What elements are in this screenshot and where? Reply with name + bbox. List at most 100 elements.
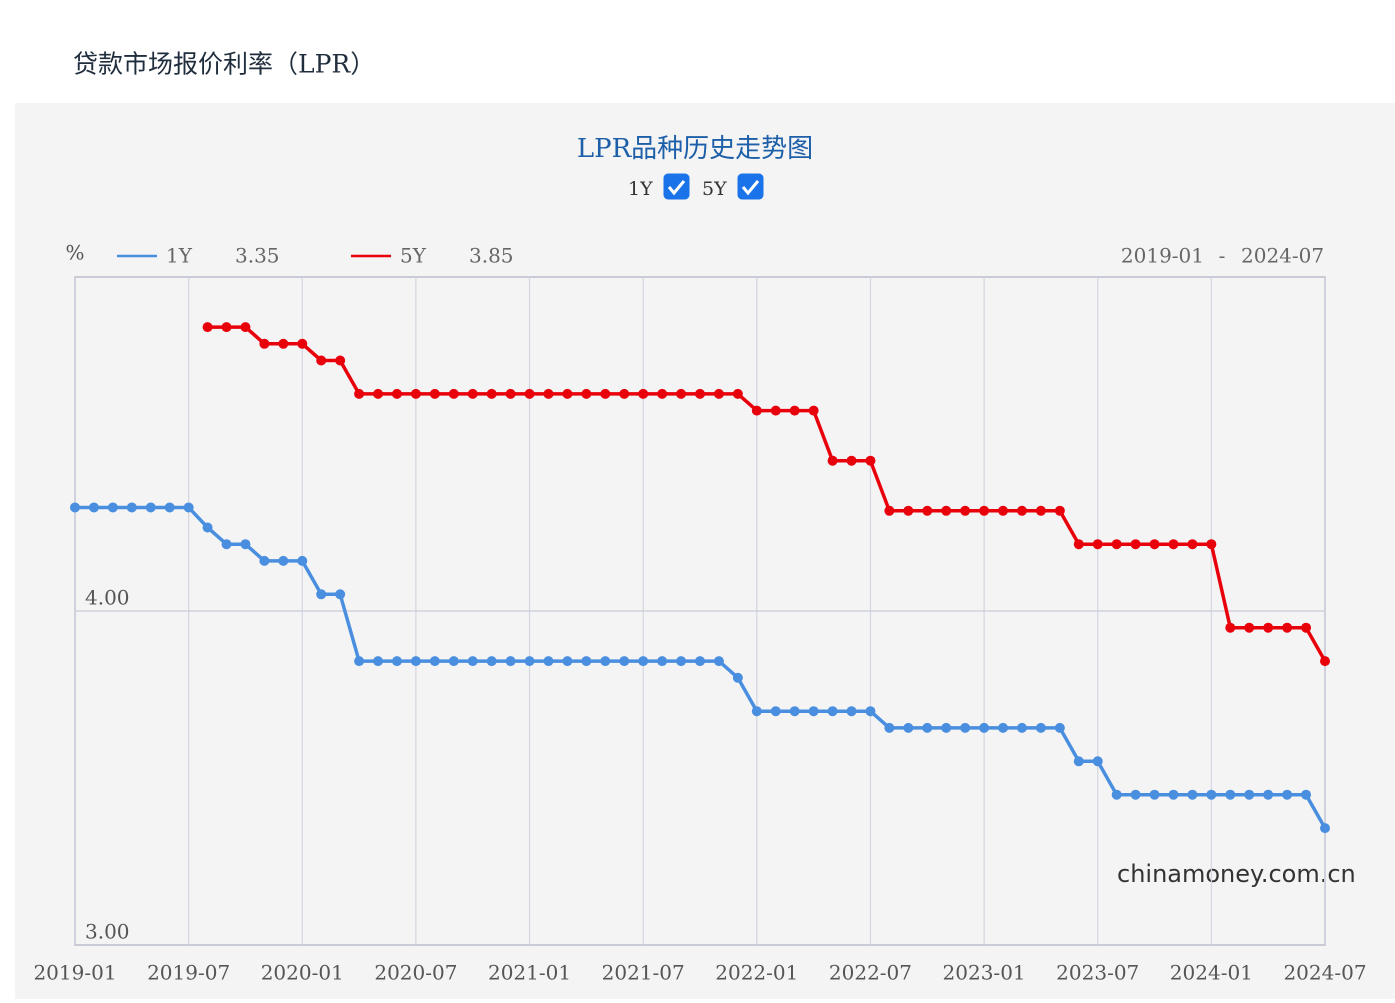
data-point bbox=[1149, 539, 1160, 550]
data-point bbox=[1187, 539, 1198, 550]
data-point bbox=[1130, 539, 1141, 550]
data-point bbox=[1149, 789, 1160, 800]
data-point bbox=[657, 388, 668, 399]
data-point bbox=[1168, 789, 1179, 800]
check-mark bbox=[741, 180, 760, 196]
data-point bbox=[676, 656, 687, 667]
data-point bbox=[770, 706, 781, 717]
range-end: 2024-07 bbox=[1241, 244, 1324, 268]
data-point bbox=[183, 502, 194, 513]
data-point bbox=[695, 656, 705, 667]
data-point bbox=[1092, 756, 1103, 767]
data-point bbox=[259, 338, 270, 349]
x-tick-label: 2019-07 bbox=[147, 961, 230, 985]
data-point bbox=[297, 338, 308, 349]
y-tick-label: 3.00 bbox=[85, 920, 130, 944]
data-point bbox=[1016, 505, 1027, 516]
data-point bbox=[1073, 756, 1084, 767]
data-point bbox=[1073, 539, 1084, 550]
data-point bbox=[1187, 789, 1198, 800]
data-point bbox=[202, 522, 213, 533]
data-point bbox=[297, 555, 308, 566]
x-tick-label: 2022-07 bbox=[829, 961, 912, 985]
data-point bbox=[221, 539, 232, 550]
data-point bbox=[846, 706, 857, 717]
data-point bbox=[713, 656, 724, 667]
data-point bbox=[1282, 789, 1293, 800]
toggle-checkbox[interactable] bbox=[737, 173, 764, 200]
data-point bbox=[1130, 789, 1141, 800]
data-point bbox=[1263, 622, 1274, 633]
data-point bbox=[391, 388, 402, 399]
data-point bbox=[278, 555, 289, 566]
y-tick-label: 4.00 bbox=[85, 586, 130, 610]
page-title: 贷款市场报价利率（LPR） bbox=[73, 50, 375, 79]
data-point bbox=[1092, 539, 1103, 550]
data-point bbox=[1320, 823, 1330, 834]
data-point bbox=[1320, 656, 1330, 667]
data-point bbox=[486, 656, 497, 667]
data-point bbox=[903, 505, 914, 516]
x-tick-label: 2023-07 bbox=[1056, 961, 1139, 985]
data-point bbox=[1016, 722, 1027, 733]
data-point bbox=[865, 706, 876, 717]
data-point bbox=[354, 656, 365, 667]
data-point bbox=[1035, 722, 1046, 733]
chart-panel bbox=[15, 103, 1395, 999]
data-point bbox=[941, 722, 952, 733]
data-point bbox=[808, 706, 819, 717]
data-point bbox=[922, 722, 933, 733]
data-point bbox=[732, 672, 743, 683]
data-point bbox=[373, 388, 384, 399]
data-point bbox=[979, 722, 990, 733]
toggle-label: 1Y bbox=[628, 178, 653, 200]
toggle-checkbox[interactable] bbox=[663, 173, 690, 200]
data-point bbox=[638, 656, 649, 667]
data-point bbox=[941, 505, 952, 516]
data-point bbox=[657, 656, 668, 667]
chart-title: LPR品种历史走势图 bbox=[577, 134, 813, 164]
data-point bbox=[221, 322, 232, 333]
data-point bbox=[391, 656, 402, 667]
data-point bbox=[1206, 539, 1217, 550]
data-point bbox=[638, 388, 649, 399]
data-point bbox=[1168, 539, 1179, 550]
data-point bbox=[1225, 789, 1236, 800]
data-point bbox=[145, 502, 156, 513]
data-point bbox=[164, 502, 175, 513]
data-point bbox=[543, 656, 554, 667]
legend-label[interactable]: 1Y bbox=[166, 244, 193, 268]
data-point bbox=[543, 388, 554, 399]
data-point bbox=[126, 502, 137, 513]
data-point bbox=[467, 388, 478, 399]
toggle-label: 5Y bbox=[702, 178, 727, 200]
data-point bbox=[581, 656, 592, 667]
data-point bbox=[429, 656, 440, 667]
data-point bbox=[998, 505, 1009, 516]
data-point bbox=[524, 656, 535, 667]
legend-label[interactable]: 5Y bbox=[400, 244, 427, 268]
data-point bbox=[884, 505, 895, 516]
x-tick-label: 2022-01 bbox=[715, 961, 798, 985]
data-point bbox=[676, 388, 687, 399]
data-point bbox=[107, 502, 118, 513]
data-point bbox=[70, 502, 80, 513]
data-point bbox=[600, 656, 611, 667]
data-point bbox=[278, 338, 289, 349]
data-point bbox=[88, 502, 99, 513]
data-point bbox=[335, 355, 346, 366]
data-point bbox=[467, 656, 478, 667]
data-point bbox=[505, 656, 516, 667]
data-point bbox=[1054, 722, 1065, 733]
data-point bbox=[562, 388, 573, 399]
x-tick-label: 2024-01 bbox=[1170, 961, 1253, 985]
data-point bbox=[865, 455, 876, 466]
x-tick-label: 2020-07 bbox=[374, 961, 457, 985]
data-point bbox=[1244, 622, 1255, 633]
data-point bbox=[884, 722, 895, 733]
y-unit: % bbox=[65, 241, 84, 265]
x-tick-label: 2019-01 bbox=[33, 961, 116, 985]
data-point bbox=[979, 505, 990, 516]
